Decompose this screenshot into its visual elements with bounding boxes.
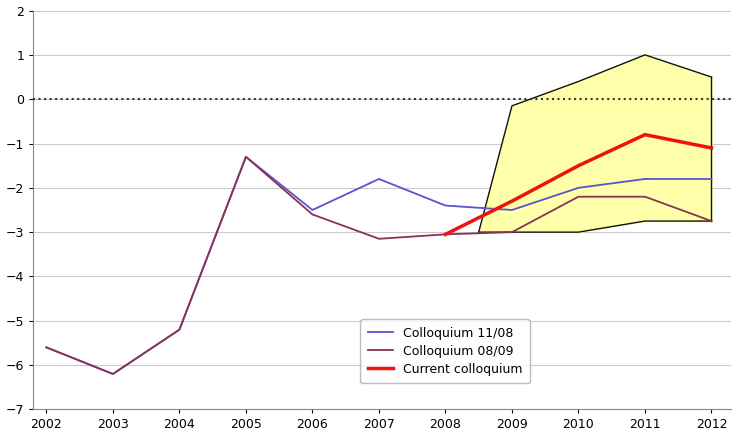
Legend: Colloquium 11/08, Colloquium 08/09, Current colloquium: Colloquium 11/08, Colloquium 08/09, Curr…: [360, 319, 530, 383]
